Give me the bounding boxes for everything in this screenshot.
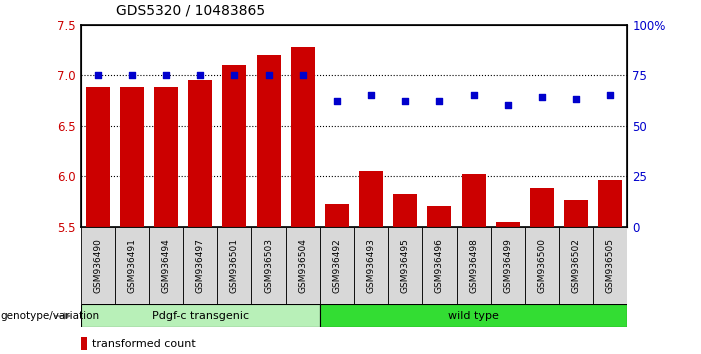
Bar xyxy=(286,227,320,304)
Bar xyxy=(496,222,519,227)
Bar xyxy=(217,227,252,304)
Bar xyxy=(189,80,212,227)
Bar xyxy=(115,227,149,304)
Text: GSM936494: GSM936494 xyxy=(161,238,170,293)
Point xyxy=(195,73,206,78)
Bar xyxy=(530,188,554,227)
Text: wild type: wild type xyxy=(448,311,499,321)
Point xyxy=(536,95,547,100)
Bar xyxy=(525,227,559,304)
Text: GSM936503: GSM936503 xyxy=(264,238,273,293)
Bar xyxy=(422,227,456,304)
Bar xyxy=(564,200,588,227)
Text: GSM936492: GSM936492 xyxy=(332,238,341,293)
Bar xyxy=(81,227,115,304)
Text: GDS5320 / 10483865: GDS5320 / 10483865 xyxy=(116,4,265,18)
Point xyxy=(434,99,445,104)
Text: GSM936502: GSM936502 xyxy=(571,238,580,293)
Bar xyxy=(222,65,246,227)
Bar xyxy=(393,194,417,227)
Bar xyxy=(257,55,280,227)
Bar xyxy=(149,227,183,304)
Bar xyxy=(354,227,388,304)
Text: GSM936490: GSM936490 xyxy=(93,238,102,293)
Bar xyxy=(120,87,144,227)
Point xyxy=(92,73,103,78)
Point xyxy=(161,73,172,78)
Text: GSM936496: GSM936496 xyxy=(435,238,444,293)
Bar xyxy=(252,227,286,304)
Bar xyxy=(320,304,627,327)
Bar xyxy=(559,227,593,304)
Bar xyxy=(359,171,383,227)
Point xyxy=(297,73,308,78)
Text: genotype/variation: genotype/variation xyxy=(0,311,99,321)
Text: GSM936497: GSM936497 xyxy=(196,238,205,293)
Bar xyxy=(86,87,109,227)
Point xyxy=(605,93,616,98)
Text: transformed count: transformed count xyxy=(92,339,196,349)
Bar xyxy=(81,337,88,350)
Point xyxy=(400,99,411,104)
Text: GSM936505: GSM936505 xyxy=(606,238,615,293)
Point xyxy=(126,73,137,78)
Point xyxy=(502,103,513,108)
Bar xyxy=(154,87,178,227)
Text: GSM936495: GSM936495 xyxy=(401,238,410,293)
Bar xyxy=(599,180,622,227)
Bar xyxy=(81,304,320,327)
Text: GSM936500: GSM936500 xyxy=(538,238,547,293)
Bar xyxy=(456,227,491,304)
Bar xyxy=(428,206,451,227)
Point xyxy=(332,99,343,104)
Text: GSM936501: GSM936501 xyxy=(230,238,239,293)
Point xyxy=(263,73,274,78)
Bar xyxy=(462,174,486,227)
Bar xyxy=(291,47,315,227)
Bar xyxy=(491,227,525,304)
Text: GSM936498: GSM936498 xyxy=(469,238,478,293)
Text: Pdgf-c transgenic: Pdgf-c transgenic xyxy=(151,311,249,321)
Point xyxy=(365,93,376,98)
Bar xyxy=(183,227,217,304)
Point xyxy=(571,97,582,102)
Bar xyxy=(320,227,354,304)
Text: GSM936491: GSM936491 xyxy=(128,238,137,293)
Bar xyxy=(593,227,627,304)
Point xyxy=(229,73,240,78)
Text: GSM936493: GSM936493 xyxy=(367,238,376,293)
Bar xyxy=(325,204,349,227)
Text: GSM936504: GSM936504 xyxy=(298,238,307,293)
Text: GSM936499: GSM936499 xyxy=(503,238,512,293)
Bar xyxy=(388,227,422,304)
Point xyxy=(468,93,479,98)
